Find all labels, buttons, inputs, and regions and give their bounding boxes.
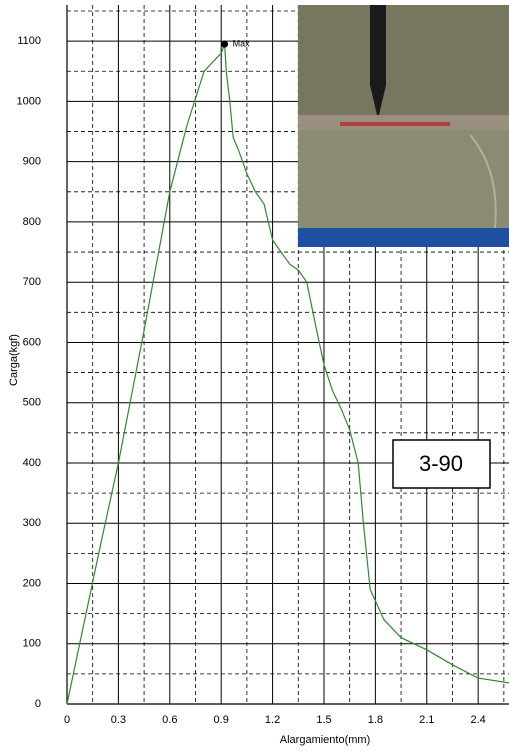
x-tick-label: 1.2 (265, 714, 280, 726)
x-tick-label: 0.3 (111, 714, 126, 726)
x-tick-label: 0 (64, 714, 70, 726)
y-tick-label: 1000 (17, 95, 41, 107)
label-box-text: 3-90 (419, 451, 463, 476)
y-tick-label: 0 (35, 698, 41, 710)
label-box (392, 439, 491, 489)
y-tick-label: 100 (23, 638, 41, 650)
annotation: Max (233, 39, 251, 49)
x-tick-label: 1.5 (316, 714, 331, 726)
y-tick-label: 200 (23, 577, 41, 589)
data-line (66, 43, 509, 705)
max-marker (221, 40, 229, 48)
x-tick-label: 1.8 (368, 714, 383, 726)
y-tick-label: 900 (23, 156, 41, 168)
x-axis-label: Alargamiento(mm) (280, 734, 370, 746)
y-tick-label: 500 (23, 397, 41, 409)
x-tick-label: 0.9 (214, 714, 229, 726)
y-tick-label: 800 (23, 216, 41, 228)
x-tick-label: 2.4 (471, 714, 486, 726)
y-tick-label: 400 (23, 457, 41, 469)
x-tick-label: 0.6 (162, 714, 177, 726)
y-axis-label: Carga(kgf) (8, 334, 20, 386)
y-tick-label: 1100 (17, 35, 41, 47)
y-tick-label: 600 (23, 336, 41, 348)
y-tick-label: 300 (23, 517, 41, 529)
y-tick-label: 700 (23, 276, 41, 288)
x-tick-label: 2.1 (419, 714, 434, 726)
inset-photo (298, 5, 509, 247)
